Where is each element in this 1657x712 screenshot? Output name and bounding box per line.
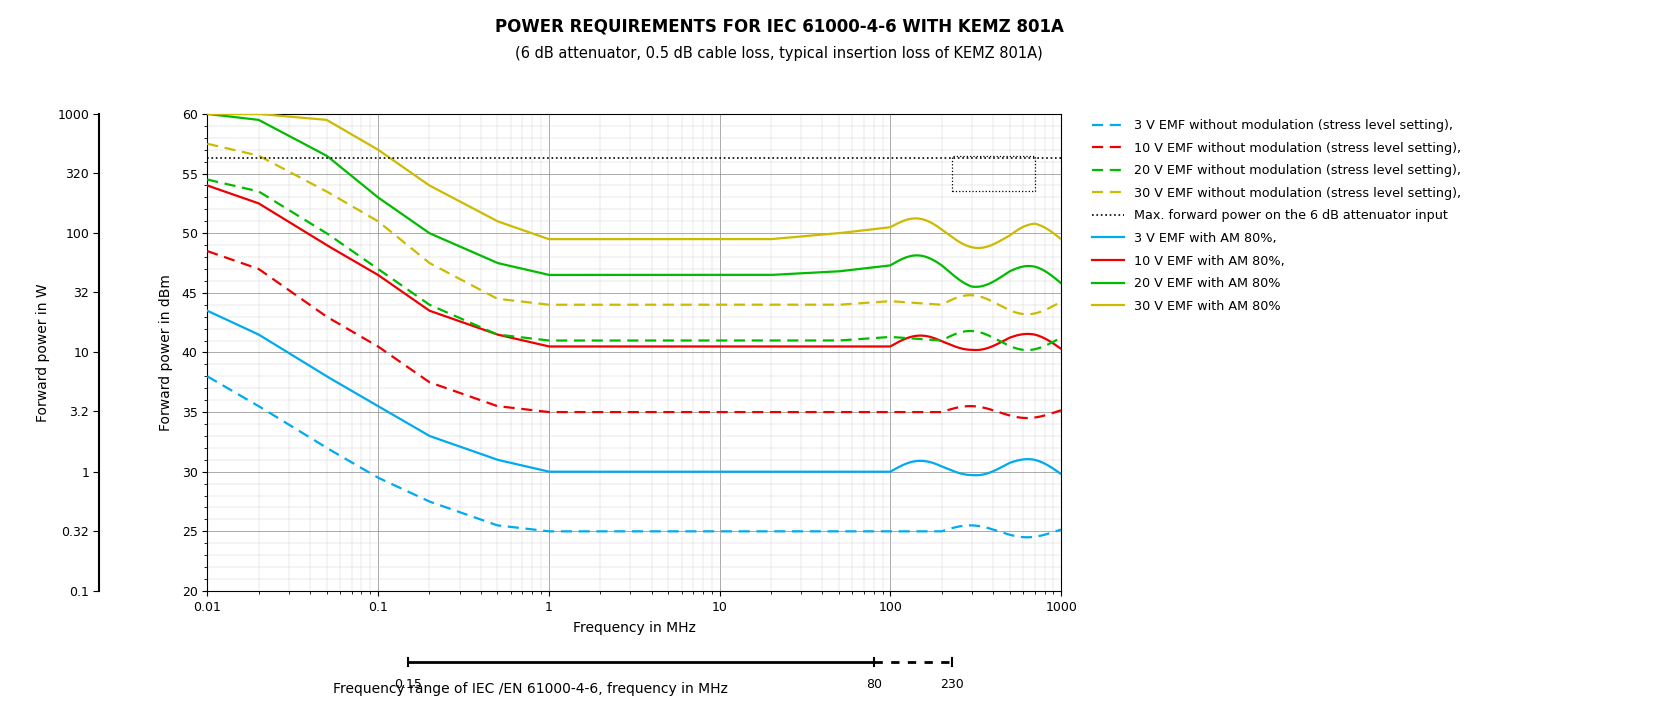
Text: 80: 80 xyxy=(865,678,882,691)
Text: POWER REQUIREMENTS FOR IEC 61000-4-6 WITH KEMZ 801A: POWER REQUIREMENTS FOR IEC 61000-4-6 WIT… xyxy=(494,18,1064,36)
Text: Frequency range of IEC /EN 61000-4-6, frequency in MHz: Frequency range of IEC /EN 61000-4-6, fr… xyxy=(333,682,727,696)
Text: (6 dB attenuator, 0.5 dB cable loss, typical insertion loss of KEMZ 801A): (6 dB attenuator, 0.5 dB cable loss, typ… xyxy=(515,46,1042,61)
Y-axis label: Forward power in W: Forward power in W xyxy=(36,283,50,422)
Y-axis label: Forward power in dBm: Forward power in dBm xyxy=(159,274,172,431)
Text: 0.15: 0.15 xyxy=(394,678,423,691)
X-axis label: Frequency in MHz: Frequency in MHz xyxy=(572,621,696,634)
Legend: 3 V EMF without modulation (stress level setting),, 10 V EMF without modulation : 3 V EMF without modulation (stress level… xyxy=(1085,114,1465,318)
Text: 230: 230 xyxy=(940,678,963,691)
